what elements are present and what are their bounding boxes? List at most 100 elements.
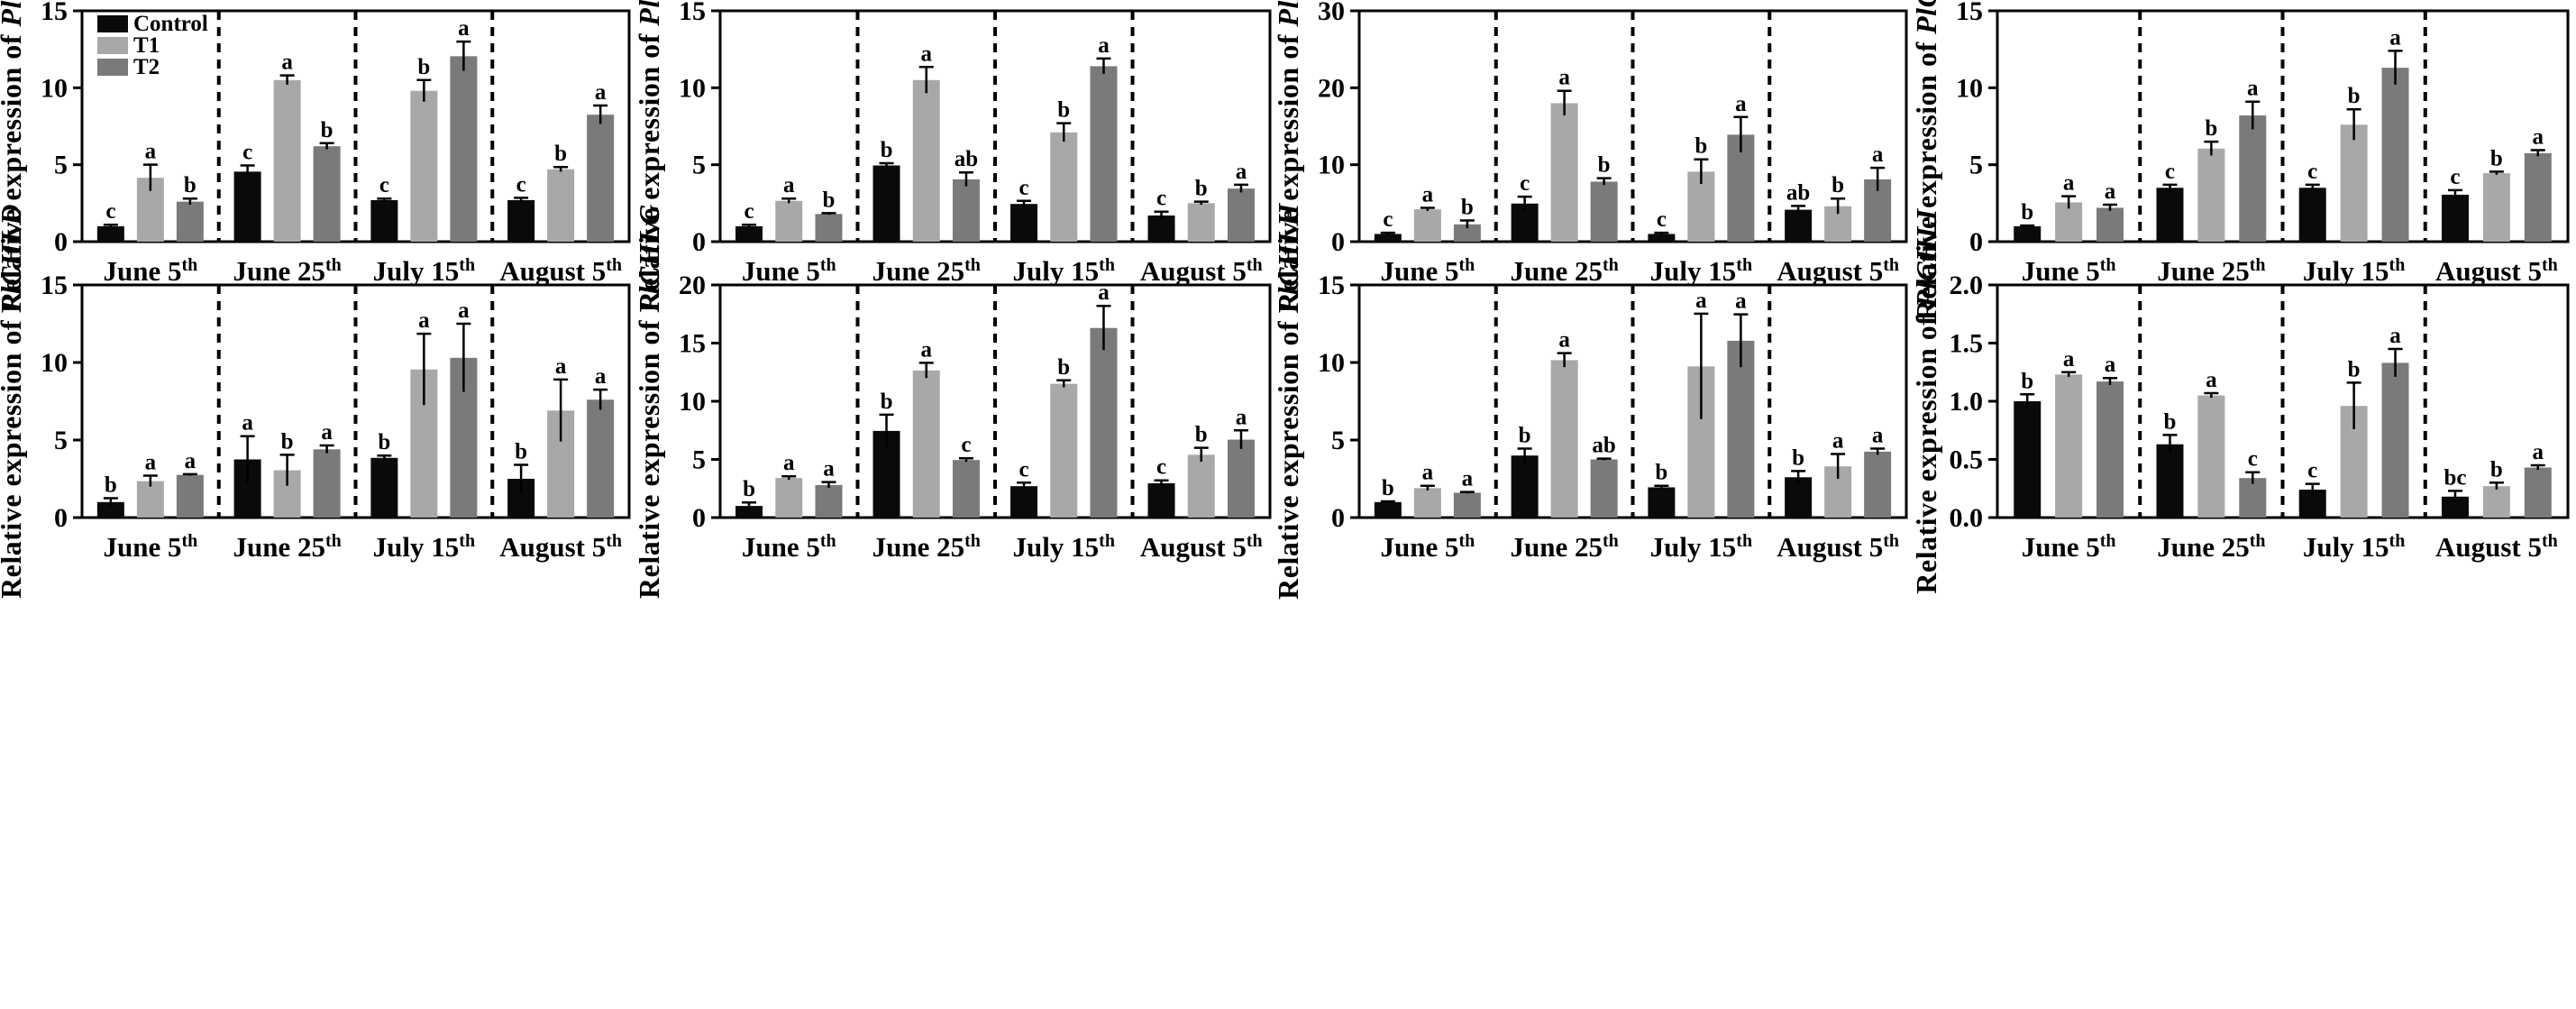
x-tick-label: June 25th (872, 255, 981, 287)
significance-letter: c (1019, 457, 1028, 482)
x-tick-label: August 5th (1777, 255, 1899, 287)
bar-control (1147, 215, 1175, 242)
bar-control (1785, 209, 1813, 242)
bar-control (370, 457, 398, 518)
significance-letter: b (378, 430, 390, 454)
y-tick-label: 0 (1969, 227, 1983, 257)
significance-letter: a (1872, 423, 1884, 447)
bar-control (507, 199, 535, 242)
significance-letter: c (1520, 171, 1530, 196)
significance-letter: a (2533, 124, 2544, 149)
bar-t1 (775, 200, 803, 242)
bar-control (1374, 234, 1402, 242)
bar-t2 (2381, 362, 2409, 518)
bar-t2 (2524, 467, 2552, 518)
significance-letter: a (1236, 160, 1247, 184)
significance-letter: b (417, 55, 430, 79)
bar-control (233, 171, 261, 242)
x-tick-label: June 25th (872, 531, 981, 563)
significance-letter: b (2348, 84, 2361, 108)
bar-t2 (1727, 340, 1755, 518)
significance-letter: ab (1786, 180, 1810, 205)
significance-letter: a (458, 16, 470, 41)
significance-letter: b (823, 188, 836, 212)
x-tick-label: June 5th (1380, 531, 1475, 563)
bar-control (735, 506, 763, 518)
significance-letter: c (516, 172, 526, 197)
significance-letter: a (2063, 171, 2075, 196)
bar-t2 (1090, 327, 1118, 518)
significance-letter: a (1098, 280, 1110, 305)
bar-t1 (2197, 148, 2225, 242)
significance-letter: b (2490, 457, 2503, 482)
bar-control (370, 199, 398, 242)
bar-t1 (410, 90, 438, 242)
significance-letter: a (2063, 347, 2075, 371)
x-tick-label: July 15th (373, 531, 475, 563)
legend-swatch-control (97, 15, 128, 32)
significance-letter: b (1832, 173, 1844, 197)
x-tick-label: July 15th (1650, 531, 1752, 563)
bar-control (1511, 455, 1539, 518)
y-tick-label: 10 (679, 73, 706, 103)
bar-control (2014, 225, 2042, 242)
bar-t2 (1727, 134, 1755, 242)
bar-control (2441, 194, 2469, 242)
significance-letter: b (2164, 409, 2177, 434)
significance-letter: a (2105, 179, 2116, 204)
x-tick-label: August 5th (1140, 531, 1263, 563)
bar-t2 (450, 56, 478, 243)
significance-letter: a (1558, 328, 1570, 353)
bar-control (2014, 401, 2042, 518)
y-tick-label: 2.0 (1950, 271, 1984, 300)
significance-letter: b (1057, 355, 1070, 380)
bar-control (1374, 501, 1402, 518)
significance-letter: a (145, 140, 157, 164)
x-tick-label: June 5th (742, 531, 836, 563)
x-tick-label: June 25th (233, 255, 341, 287)
significance-letter: c (242, 141, 252, 165)
bar-control (735, 225, 763, 242)
bar-t1 (273, 79, 301, 242)
bar-control (1010, 486, 1038, 518)
y-tick-label: 30 (1318, 0, 1345, 26)
significance-letter: b (1655, 461, 1667, 485)
significance-letter: b (2205, 116, 2217, 141)
significance-letter: b (281, 429, 294, 454)
x-tick-label: June 5th (1380, 255, 1475, 287)
y-axis-label: Relative expression of PlCAO (0, 0, 27, 313)
significance-letter: b (881, 138, 893, 162)
legend-swatch-t2 (97, 59, 128, 76)
y-tick-label: 0.5 (1950, 445, 1984, 475)
significance-letter: c (744, 199, 754, 224)
y-tick-label: 0 (692, 227, 706, 257)
bar-t1 (2055, 374, 2083, 518)
significance-letter: a (1872, 142, 1884, 167)
significance-letter: b (1057, 98, 1070, 123)
chart-panel-pldvr: 0 10 20 30 June 5th June 25th July 15th August … (1272, 0, 1908, 313)
y-tick-label: 5 (54, 426, 68, 455)
x-tick-label: August 5th (499, 531, 622, 563)
y-tick-label: 0 (1331, 227, 1345, 257)
chart-panel-plpor: 0 5 10 15 June 5th June 25th July 15th August 5… (633, 0, 1272, 312)
bar-t2 (587, 115, 615, 242)
bar-control (872, 165, 900, 242)
significance-letter: b (1519, 423, 1531, 447)
chart-panel-plchld: 0 5 10 15 June 5th June 25th July 15th August 5… (0, 204, 631, 599)
bar-control (1648, 487, 1676, 518)
significance-letter: ab (1592, 434, 1615, 458)
bar-t2 (1453, 492, 1481, 518)
chart-panel-plcrd1: 0 5 10 15 June 5th June 25th July 15th August 5… (1910, 0, 2570, 320)
bar-t1 (2482, 486, 2510, 518)
y-tick-label: 5 (54, 151, 68, 180)
significance-letter: c (1156, 187, 1166, 211)
significance-letter: c (2307, 459, 2317, 483)
significance-letter: a (783, 173, 795, 197)
x-tick-label: June 25th (2157, 531, 2265, 563)
bar-t2 (952, 179, 980, 242)
bar-t1 (2482, 173, 2510, 242)
y-tick-label: 10 (679, 387, 706, 417)
significance-letter: b (2490, 146, 2503, 170)
bar-t1 (1413, 488, 1441, 518)
